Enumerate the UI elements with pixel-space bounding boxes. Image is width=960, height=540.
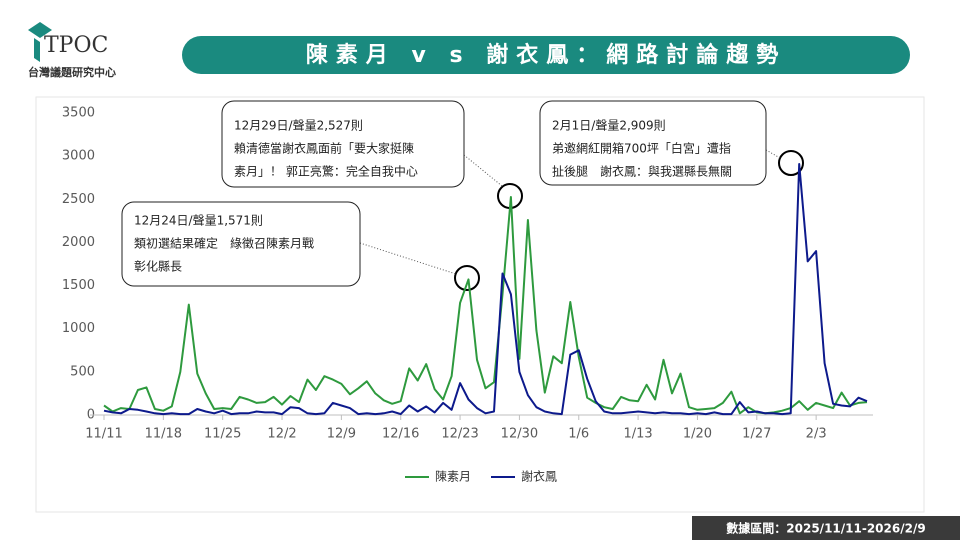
annotation-box [221,100,465,188]
legend-label: 謝衣鳳 [521,469,557,484]
y-tick-label: 2000 [62,235,95,250]
annotation-text: 彰化縣長 [134,259,182,274]
x-tick-label: 1/27 [742,427,771,442]
annotation-text: 素月」！ 郭正亮驚：完全自我中心 [234,164,418,179]
leader-lines [359,149,781,275]
annotation-text: 賴清德當謝衣鳳面前「要大家挺陳 [234,141,414,156]
annotation-text: 類初選結果確定 綠徵召陳素月戰 [134,236,314,251]
legend-label: 陳素月 [435,470,471,484]
footer: 數據區間：2025/11/11-2026/2/9 [726,521,925,536]
series-line [103,196,868,415]
series-line [103,163,868,416]
logo-text: TPOC [44,33,108,58]
x-tick-label: 1/6 [568,427,589,442]
x-tick-label: 12/23 [441,427,478,442]
annotation-text: 弟邀網紅開箱700坪「白宮」遭指 [552,141,731,156]
annotation-text: 12月24日/聲量1,571則 [134,213,263,228]
annotation-box [539,100,767,186]
x-tick-label: 1/20 [683,427,712,442]
footer-box [692,516,960,540]
annotation-text: 扯後腿 謝衣鳳：與我選縣長無關 [552,164,732,179]
chart-area [35,96,925,513]
y-tick-label: 2500 [62,192,95,207]
x-tick-label: 12/30 [501,427,538,442]
x-tick-label: 1/13 [623,427,652,442]
y-tick-label: 3000 [62,149,95,164]
x-tick-label: 11/25 [204,427,241,442]
x-tick-label: 11/11 [85,427,122,442]
annotation-text: 2月1日/聲量2,909則 [552,118,666,133]
logo: TPOC 台灣議題研究中心 [28,22,116,79]
y-tick-label: 500 [70,364,95,379]
title: 陳素月 v s 謝衣鳳：網路討論趨勢 [306,42,786,68]
y-tick-label: 1000 [62,321,95,336]
x-tick-label: 2/3 [806,427,827,442]
x-tick-label: 12/9 [327,427,356,442]
x-tick-label: 11/18 [145,427,182,442]
y-tick-label: 1500 [62,278,95,293]
org-name: 台灣議題研究中心 [28,65,116,79]
annotation-box [121,201,361,287]
x-tick-label: 12/16 [382,427,419,442]
title-banner [182,36,910,74]
x-tick-label: 12/2 [267,427,296,442]
y-tick-label: 3500 [62,106,95,121]
annotation-text: 12月29日/聲量2,527則 [234,118,363,133]
